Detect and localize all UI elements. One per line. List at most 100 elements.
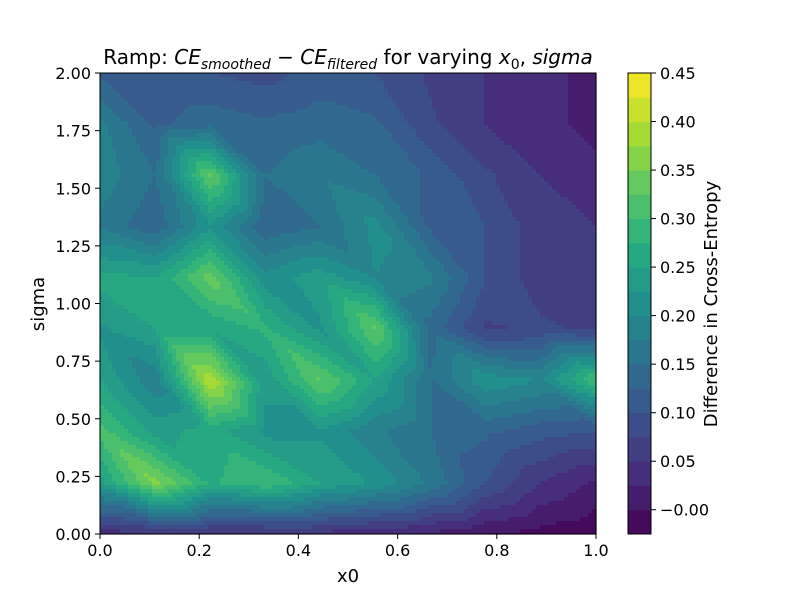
contour-cell [268, 337, 289, 342]
colorbar-segment [628, 485, 651, 511]
contour-cell [100, 445, 105, 450]
contour-cell [456, 137, 501, 142]
contour-cell [108, 353, 157, 358]
contour-cell [436, 453, 461, 458]
contour-cell [252, 225, 321, 230]
contour-cell [380, 201, 397, 206]
contour-cell [148, 429, 185, 434]
contour-cell [232, 181, 241, 186]
contour-cell [348, 429, 389, 434]
contour-cell [388, 389, 405, 394]
contour-cell [452, 373, 473, 378]
contour-cell [364, 333, 385, 338]
contour-cell [372, 113, 405, 118]
contour-cell [232, 285, 245, 290]
contour-cell [140, 317, 225, 322]
contour-cell [376, 457, 405, 462]
contour-cell [304, 401, 317, 406]
contour-cell [364, 329, 385, 334]
contour-cell [404, 385, 417, 390]
contour-cell [220, 161, 229, 166]
contour-cell [236, 109, 297, 114]
contour-cell [244, 161, 253, 166]
contour-cell [240, 297, 249, 302]
contour-cell [200, 505, 261, 510]
contour-cell [436, 337, 445, 342]
contour-cell [420, 181, 465, 186]
contour-cell [220, 381, 229, 386]
contour-cell [452, 309, 473, 314]
contour-cell [424, 217, 481, 222]
contour-cell [264, 421, 313, 426]
contour-cell [228, 245, 241, 250]
contour-cell [340, 213, 389, 218]
contour-cell [300, 353, 321, 358]
contour-cell [272, 309, 293, 314]
contour-cell [260, 233, 281, 238]
contour-cell [312, 241, 325, 246]
contour-cell [352, 333, 365, 338]
contour-cell [376, 73, 425, 78]
contour-cell [252, 81, 277, 86]
contour-cell [148, 157, 161, 162]
contour-cell [192, 173, 201, 178]
contour-cell [272, 329, 297, 334]
contour-cell [388, 321, 397, 326]
contour-cell [432, 253, 453, 258]
contour-cell [204, 377, 217, 382]
contour-cell [252, 169, 261, 174]
contour-cell [328, 425, 361, 430]
contour-cell [100, 261, 141, 266]
contour-cell [420, 349, 429, 354]
contour-cell [148, 441, 165, 446]
contour-cell [164, 177, 173, 182]
contour-cell [340, 217, 365, 222]
contour-cell [312, 101, 337, 106]
contour-cell [268, 325, 293, 330]
contour-cell [256, 273, 301, 278]
contour-cell [212, 405, 241, 410]
contour-cell [484, 237, 521, 242]
contour-cell [416, 289, 449, 294]
contour-cell [208, 281, 221, 286]
contour-cell [184, 405, 193, 410]
contour-cell [128, 409, 149, 414]
contour-cell [520, 245, 597, 250]
contour-cell [160, 361, 169, 366]
contour-cell [324, 505, 405, 510]
contour-cell [464, 289, 481, 294]
contour-cell [164, 173, 173, 178]
contour-cell [512, 213, 585, 218]
contour-cell [252, 489, 285, 494]
contour-cell [164, 161, 173, 166]
contour-cell [260, 209, 305, 214]
contour-cell [172, 345, 213, 350]
contour-cell [160, 345, 169, 350]
contour-cell [100, 381, 105, 386]
contour-cell [100, 285, 181, 290]
contour-cell [220, 257, 229, 262]
contour-cell [276, 349, 289, 354]
contour-cell [100, 129, 109, 134]
contour-cell [160, 377, 165, 382]
contour-cell [408, 341, 417, 346]
contour-cell [200, 265, 217, 270]
contour-cell [152, 493, 173, 498]
contour-cell [208, 297, 241, 302]
contour-cell [568, 357, 597, 362]
contour-cell [320, 353, 341, 358]
contour-cell [380, 357, 393, 362]
contour-cell [348, 245, 373, 250]
contour-cell [196, 257, 221, 262]
colorbar-tick-label: −0.00 [660, 501, 709, 520]
contour-cell [184, 257, 197, 262]
contour-cell [376, 289, 385, 294]
contour-cell [568, 73, 597, 78]
contour-cell [244, 273, 257, 278]
contour-cell [292, 277, 345, 282]
contour-cell [192, 185, 201, 190]
contour-cell [352, 417, 373, 422]
contour-cell [236, 373, 245, 378]
contour-cell [484, 105, 569, 110]
